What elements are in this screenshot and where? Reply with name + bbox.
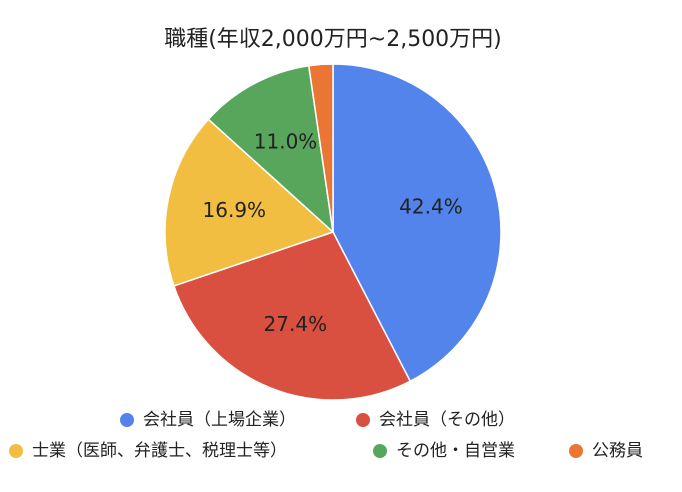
legend-label: その他・自営業 [396,441,515,461]
slice-label: 16.9% [203,198,267,222]
chart-title: 職種(年収2,000万円~2,500万円) [164,27,502,52]
pie-slice [332,63,502,383]
pie-slice [164,118,335,287]
slice-label: 11.0% [254,130,318,154]
legend-marker [569,444,583,458]
slice-label: 27.4% [264,312,328,336]
legend-label: 公務員 [592,441,643,461]
legend-label: 士業（医師、弁護士、税理士等） [32,441,287,461]
legend-label: 会社員（上場企業） [143,410,296,430]
legend-marker [9,444,23,458]
legend-marker [373,444,387,458]
legend-label: 会社員（その他） [379,410,515,430]
legend-marker [356,413,370,427]
slice-label: 42.4% [399,195,463,219]
legend-marker [120,413,134,427]
pie-slice [207,64,335,234]
pie-slice [172,231,412,401]
pie-slice [307,63,334,233]
